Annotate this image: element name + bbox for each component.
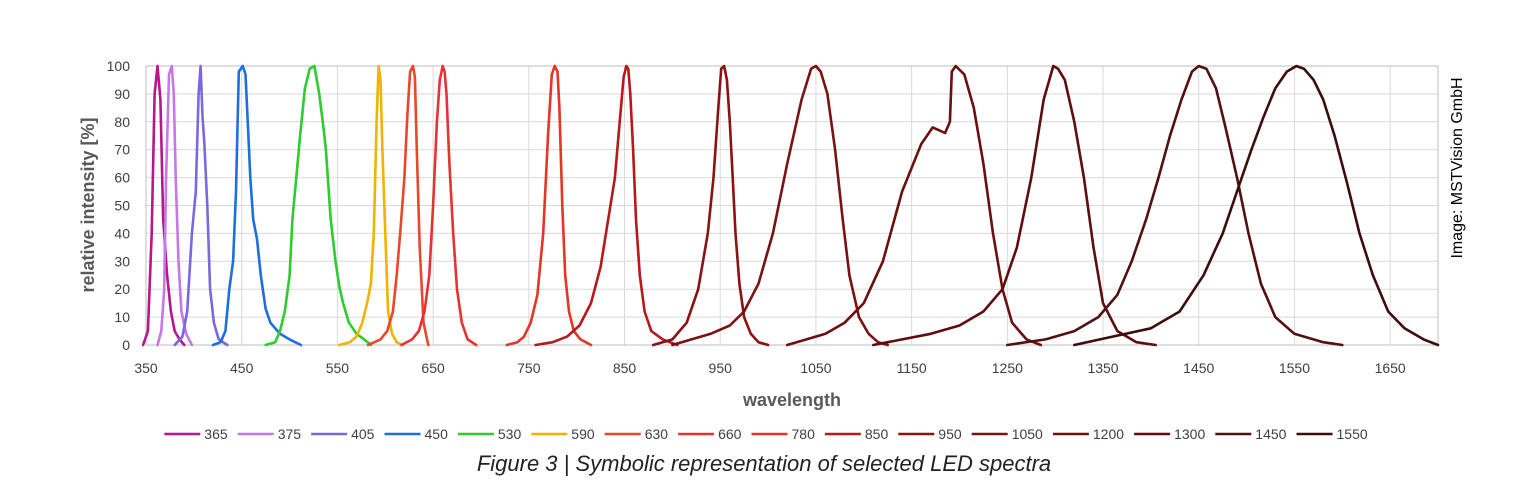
legend-label-850: 850 [865, 426, 889, 442]
y-axis-tick-labels: 0 10 20 30 40 50 60 70 80 90 100 [107, 58, 131, 353]
x-tick-label: 1450 [1183, 360, 1214, 376]
spectra-series [141, 64, 1440, 347]
image-credit: Image: MSTVision GmbH [1449, 77, 1466, 258]
y-tick-label: 90 [114, 86, 130, 102]
legend-label-660: 660 [718, 426, 742, 442]
y-tick-label: 50 [114, 198, 130, 214]
legend-label-590: 590 [571, 426, 595, 442]
figure-caption: Figure 3 | Symbolic representation of se… [476, 451, 1052, 476]
chart-legend: 365 375 405 450 530 590 630 660 780 850 950 1050 120… [164, 426, 1368, 442]
y-tick-label: 60 [114, 170, 130, 186]
x-tick-label: 1650 [1375, 360, 1406, 376]
y-tick-label: 40 [114, 225, 130, 241]
legend-label-365: 365 [204, 426, 228, 442]
x-tick-label: 1050 [800, 360, 831, 376]
series-line-1200 [785, 64, 1043, 347]
series-line-1300 [871, 64, 1157, 347]
y-tick-label: 10 [114, 309, 130, 325]
series-line-375 [156, 64, 194, 347]
legend-label-1200: 1200 [1093, 426, 1124, 442]
legend-label-450: 450 [425, 426, 449, 442]
legend-label-405: 405 [351, 426, 375, 442]
x-tick-label: 850 [613, 360, 637, 376]
x-tick-label: 350 [134, 360, 158, 376]
legend-label-630: 630 [645, 426, 669, 442]
legend-label-780: 780 [792, 426, 816, 442]
x-tick-label: 1350 [1087, 360, 1118, 376]
x-tick-label: 1150 [897, 360, 927, 376]
y-tick-label: 30 [114, 253, 130, 269]
series-line-950 [651, 64, 770, 347]
series-line-365 [141, 64, 186, 347]
legend-label-530: 530 [498, 426, 522, 442]
x-tick-label: 550 [326, 360, 350, 376]
series-line-780 [505, 64, 593, 347]
legend-label-1300: 1300 [1174, 426, 1205, 442]
y-tick-label: 80 [114, 114, 130, 130]
y-axis-title: relative intensity [%] [78, 117, 98, 292]
x-tick-label: 950 [709, 360, 733, 376]
series-line-1450 [1005, 64, 1344, 347]
legend-label-375: 375 [278, 426, 302, 442]
legend-label-1050: 1050 [1012, 426, 1043, 442]
legend-label-1550: 1550 [1337, 426, 1368, 442]
legend-label-1450: 1450 [1255, 426, 1286, 442]
x-axis-tick-labels: 350 450 550 650 750 850 950 1050 1150 1250 1350 145… [134, 360, 1406, 376]
legend-label-950: 950 [938, 426, 962, 442]
x-tick-label: 1550 [1279, 360, 1310, 376]
series-line-850 [534, 64, 679, 347]
y-tick-label: 100 [107, 58, 131, 74]
x-tick-label: 650 [421, 360, 445, 376]
x-tick-label: 750 [517, 360, 541, 376]
y-tick-label: 20 [114, 281, 130, 297]
plot-area-frame [145, 65, 1439, 346]
x-tick-label: 450 [230, 360, 254, 376]
x-axis-title: wavelength [742, 390, 841, 410]
chart-gridlines [145, 65, 1438, 346]
series-line-630 [366, 64, 430, 347]
series-line-1550 [1073, 64, 1440, 347]
y-tick-label: 70 [114, 142, 130, 158]
y-tick-label: 0 [122, 337, 130, 353]
series-line-450 [211, 64, 303, 347]
x-tick-label: 1250 [992, 360, 1023, 376]
series-line-660 [400, 64, 478, 347]
series-line-405 [173, 64, 229, 347]
series-line-530 [264, 64, 373, 347]
